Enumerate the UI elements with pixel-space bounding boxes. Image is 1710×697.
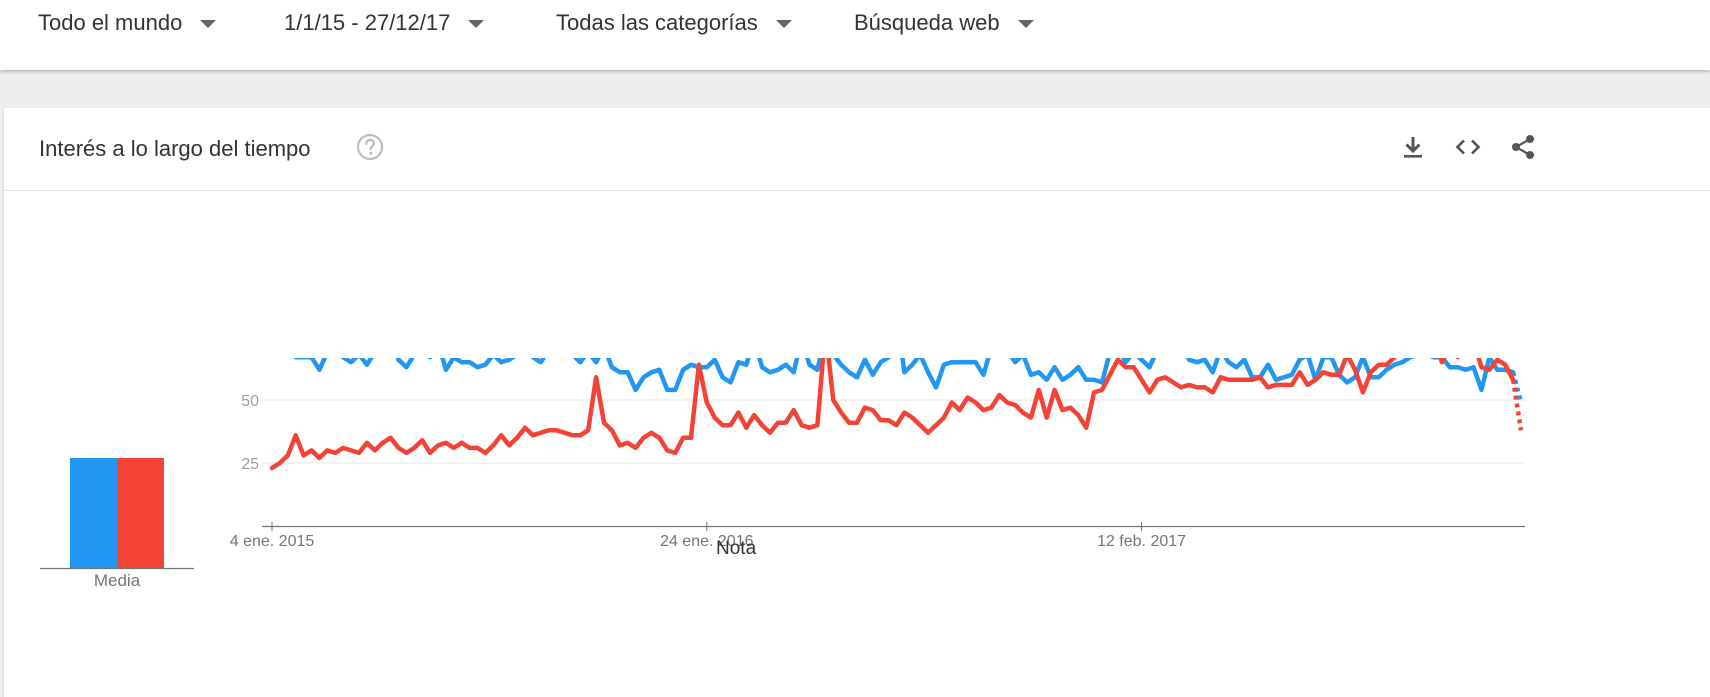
share-icon[interactable]: [1508, 132, 1538, 162]
chevron-down-icon: [468, 20, 485, 28]
search-type-filter[interactable]: Búsqueda web: [854, 8, 1034, 38]
search-type-filter-label: Búsqueda web: [854, 10, 1000, 35]
average-bar-chart: [40, 458, 194, 570]
embed-code-icon[interactable]: [1453, 132, 1483, 162]
y-tick-label: 50: [241, 393, 259, 410]
x-tick-label: 12 feb. 2017: [1097, 533, 1186, 550]
chevron-down-icon: [200, 20, 217, 28]
series-partial-segment: [1510, 371, 1524, 404]
x-tick-label: 24 ene. 2016: [660, 533, 754, 550]
note-link[interactable]: Nota: [716, 538, 757, 559]
card-title: Interés a lo largo del tiempo: [39, 136, 311, 161]
date-range-filter[interactable]: 1/1/15 - 27/12/17: [284, 8, 485, 38]
chevron-down-icon: [775, 20, 792, 28]
average-bar: [117, 458, 164, 568]
interest-over-time-card: Interés a lo largo del tiempo Media 25 50: [4, 108, 1710, 697]
average-bar: [70, 458, 117, 568]
y-tick-label: 25: [241, 456, 259, 473]
series-line: [293, 358, 1516, 393]
average-label: Media: [93, 571, 141, 590]
chevron-down-icon: [1017, 20, 1034, 28]
help-circle-icon[interactable]: [356, 133, 384, 161]
category-filter-label: Todas las categorías: [556, 10, 758, 35]
date-range-filter-label: 1/1/15 - 27/12/17: [284, 10, 451, 35]
download-icon[interactable]: [1398, 132, 1428, 162]
series-line: [269, 358, 1516, 471]
location-filter-label: Todo el mundo: [38, 10, 183, 35]
location-filter[interactable]: Todo el mundo: [38, 8, 217, 38]
card-header: Interés a lo largo del tiempo: [4, 108, 1710, 191]
series-partial-segment: [1510, 379, 1524, 431]
x-tick-label: 4 ene. 2015: [230, 533, 315, 550]
filter-bar: Todo el mundo 1/1/15 - 27/12/17 Todas la…: [0, 0, 1710, 70]
category-filter[interactable]: Todas las categorías: [556, 8, 792, 38]
